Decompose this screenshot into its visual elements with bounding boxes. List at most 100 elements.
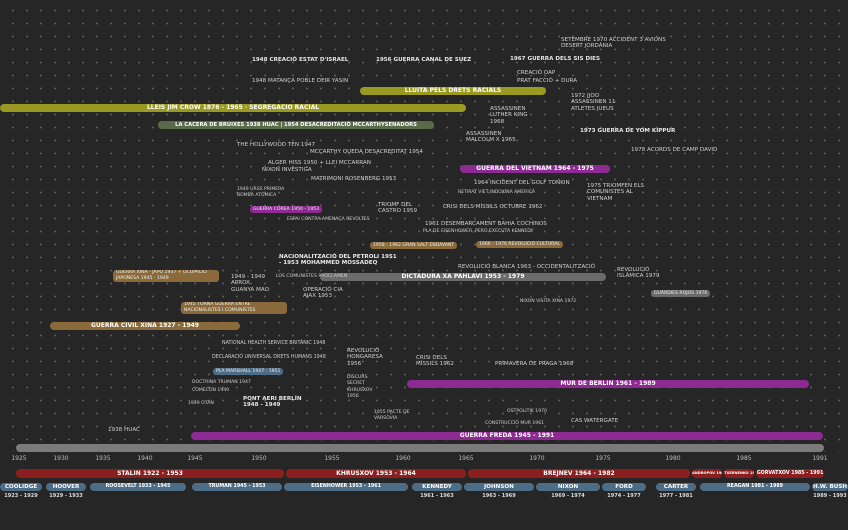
president-bar: KENNEDY	[412, 483, 462, 491]
leader-txernenko: TXERNENKO 1984 - 1985	[724, 469, 754, 478]
bar-jim-crow: LLEIS JIM CROW 1876 - 1965 · SEGREGACIÓ …	[0, 104, 466, 112]
event-sis-dies: 1967 GUERRA DELS SIS DIES	[510, 56, 601, 62]
axis-tick-label: 1955	[324, 455, 340, 462]
event-reforma: ESPAI CONTRA AMENAÇA REVOLTES	[287, 217, 370, 222]
president-bar: HOOVER	[46, 483, 86, 491]
leader-andropov: ANDROPOV 1982 - 1984	[692, 469, 722, 478]
axis-tick-label: 1985	[736, 455, 752, 462]
event-comecon: COMECON 1949	[192, 388, 230, 393]
event-hollywood: THE HOLLYWOOD TEN 1947	[237, 142, 316, 148]
event-israel: 1948 CREACIÓ ESTAT D'ISRAEL	[252, 57, 349, 63]
president-bar: TRUMAN 1945 - 1953	[192, 483, 282, 491]
bar-cacera-bruixes: LA CACERA DE BRUIXES 1938 HUAC | 1954 DE…	[158, 121, 434, 129]
axis-tick-label: 1945	[187, 455, 203, 462]
event-rosenberg: MATRIMONI ROSENBERG 1953	[311, 176, 397, 182]
event-vars: 1955 PACTE DE VARSÒVIA	[374, 410, 410, 422]
event-yom-kippur: 1973 GUERRA DE YOM KIPPUR	[580, 128, 676, 134]
event-guanya-mao: 1949 - 1949 APROX GUANYA MAO	[231, 274, 269, 293]
event-triomf-vietnam: 1975 TRIOMFEN ELS COMUNISTES AL VIETNAM	[587, 183, 645, 202]
president-bar: JOHNSON	[464, 483, 534, 491]
event-camp-david: 1978 ACORDS DE CAMP DAVID	[631, 147, 718, 153]
event-deir-yasin: 1948 MATANÇA POBLE DEIR YASIN	[252, 78, 349, 84]
president-years: 1969 - 1974	[551, 493, 585, 499]
dot-grid	[0, 0, 848, 452]
president-bar: EISENHOWER 1953 - 1961	[284, 483, 408, 491]
event-nixon-xina: NIXON VISITA XINA 1972	[520, 299, 577, 304]
event-otan: 1949 OTAN	[188, 401, 214, 406]
leader-gorvatxov: GORVATXOV 1985 - 1991	[756, 469, 824, 478]
axis-tick-label: 1965	[458, 455, 474, 462]
leader-stalin: STALIN 1922 - 1953	[16, 469, 284, 478]
event-ostpolitik: OSTPOLITIK 1970	[507, 409, 547, 414]
event-nacionalitzacio: NACIONALITZACIÓ DEL PETROLI 1951 - 1953 …	[279, 254, 397, 267]
president-bar: NIXON	[536, 483, 600, 491]
event-nhs: NATIONAL HEALTH SERVICE BRITÀNIC 1948	[222, 341, 326, 346]
bar-guerra-freda: GUERRA FREDA 1945 - 1991	[191, 432, 823, 440]
event-luther-king: ASSASSINEN LUTHER KING 1968	[490, 106, 528, 125]
event-suez: 1956 GUERRA CANAL DE SUEZ	[376, 57, 472, 63]
president-years: 1989 - 1993	[813, 493, 847, 499]
president-bar: CARTER	[656, 483, 696, 491]
event-pont-aeri: PONT AERI BERLÍN 1948 - 1949	[243, 396, 302, 409]
president-years: 1929 - 1933	[49, 493, 83, 499]
axis-tick-label: 1935	[95, 455, 111, 462]
president-bar: FORD	[602, 483, 646, 491]
pill-torna-guerra: 1945 TORNA GUERRA ENTRE NACIONALISTES I …	[181, 302, 287, 314]
event-setembre: SETEMBRE 1970 ACCIDENT 3 AVIONS DESERT J…	[561, 37, 666, 50]
leader-khrusxov: KHRUSXOV 1953 - 1964	[286, 469, 466, 478]
event-doctrina: DOCTRINA TRUMAN 1947	[192, 380, 251, 385]
event-watergate: CAS WATERGATE	[571, 418, 619, 424]
axis-tick-label: 1925	[11, 455, 27, 462]
event-mccarthy: MCCARTHY QUEDA DESACREDITAT 1954	[310, 149, 423, 155]
event-jjoo: 1972 JJOO ASSASSINEN 11 ATLETES JUEUS	[571, 93, 616, 112]
axis-tick-label: 1950	[251, 455, 267, 462]
event-discurs: DISCURS SECRET KHRUSXOV 1956	[347, 375, 373, 400]
pill-rev-cultural: 1966 - 1976 REVOLUCIÓ CULTURAL	[476, 241, 563, 248]
pill-guardes: GUÀRDIES ROJOS 1976	[651, 290, 711, 297]
president-years: 1961 - 1963	[420, 493, 454, 499]
event-tonkin-2: RETIRAT VIET INDOXINA AMERICÀ	[458, 190, 536, 195]
pill-marshall: PLA MARSHALL 1947 - 1951	[213, 368, 284, 375]
bar-vietnam: GUERRA DEL VIETNAM 1964 - 1975	[460, 165, 610, 173]
bar-guerra-civil-xina: GUERRA CIVIL XINA 1927 - 1949	[50, 322, 240, 330]
event-missils: CRISI DELS MÍSSILS OCTUBRE 1962	[443, 204, 543, 210]
timeline-axis	[16, 444, 824, 452]
axis-tick-label: 1930	[53, 455, 69, 462]
president-years: 1977 - 1981	[659, 493, 693, 499]
president-years: 1923 - 1929	[4, 493, 38, 499]
event-triomf-castro: TRIOMF DEL CASTRO 1959	[378, 202, 418, 215]
president-years: 1963 - 1969	[482, 493, 516, 499]
bar-mur-berlin: MUR DE BERLÍN 1961 - 1989	[407, 380, 809, 388]
event-missils-2: CRISI DELS MÍSSILS 1962	[416, 355, 454, 368]
event-cochinos-2: PLA DE EISENHOWER, PERÒ EXECUTA KENNEDY	[423, 229, 534, 234]
president-bar: ROOSEVELT 1933 - 1945	[90, 483, 186, 491]
event-rev-blanca: REVOLUCIÓ BLANCA 1963 - OCCIDENTALITZACI…	[458, 264, 596, 270]
event-drets: DECLARACIÓ UNIVERSAL DRETS HUMANS 1948	[212, 355, 326, 360]
pill-corea: GUERRA COREA 1950 - 1953	[250, 206, 323, 213]
axis-tick-label: 1975	[595, 455, 611, 462]
event-alger: ALGER HISS 1950 + LLEI MCCARRAN	[268, 160, 371, 166]
event-ajax: OPERACIÓ CIA AJAX 1953	[303, 287, 343, 300]
event-tonkin: 1964 INCIDENT DEL GOLF TONKIN	[474, 180, 570, 186]
bar-pahlavi: DICTADURA XA PAHLAVI 1953 - 1979	[320, 273, 606, 281]
bar-lluites-drets: LLUITA PELS DRETS RACIALS	[360, 87, 546, 95]
event-praga: PRIMAVERA DE PRAGA 1968	[495, 361, 574, 367]
event-rev-islamica: REVOLUCIÓ ISLÀMICA 1979	[617, 267, 660, 280]
event-comunistes: LOS COMUNISTES PROCLAMEN	[276, 274, 348, 279]
event-opep-2: PRAT FACCIÓ + DURA	[517, 78, 578, 84]
leader-brejnev: BREJNEV 1964 - 1982	[468, 469, 690, 478]
axis-tick-label: 1991	[812, 455, 828, 462]
event-huac: 1938 HUAC	[108, 427, 140, 433]
event-nixon: NIXON INVESTIGA	[262, 167, 312, 173]
event-bomba: 1949 URSS PRIMERA BOMBA ATÒMICA	[237, 187, 285, 199]
pill-xina-japo: GUERRA XINA - JAPÓ 1937 + OCUPACIÓ JAPON…	[113, 270, 219, 282]
president-bar: REAGAN 1981 - 1989	[700, 483, 810, 491]
event-malcolm-x: ASSASSINEN MALCOLM X 1965	[466, 131, 516, 144]
president-bar: H.W. BUSH	[812, 483, 848, 491]
president-years: 1974 - 1977	[607, 493, 641, 499]
axis-tick-label: 1940	[137, 455, 153, 462]
axis-tick-label: 1960	[395, 455, 411, 462]
event-rev-hongaresa: REVOLUCIÓ HONGARESA 1956	[347, 348, 383, 367]
event-opep: CREACIÓ OAP	[517, 70, 556, 76]
